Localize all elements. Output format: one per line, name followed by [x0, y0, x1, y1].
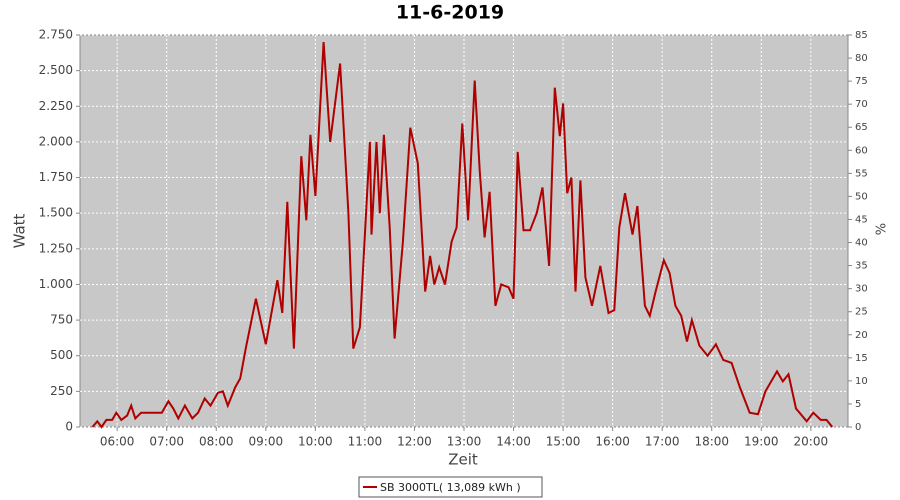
x-tick-label: 07:00 [149, 435, 184, 449]
y2-tick-label: 70 [855, 99, 868, 110]
y2-tick-label: 55 [855, 168, 868, 179]
x-tick-label: 19:00 [744, 435, 779, 449]
y-axis-label: Watt [11, 213, 29, 248]
y-tick-label: 1.750 [39, 170, 73, 184]
y-tick-label: 2.000 [39, 134, 73, 148]
y-tick-label: 500 [50, 348, 73, 362]
y2-tick-label: 20 [855, 330, 868, 341]
x-tick-label: 15:00 [546, 435, 581, 449]
x-tick-label: 12:00 [397, 435, 432, 449]
x-tick-label: 10:00 [298, 435, 333, 449]
y-tick-label: 0 [65, 420, 73, 434]
legend-label: SB 3000TL( 13,089 kWh ) [380, 481, 521, 494]
y2-tick-label: 30 [855, 284, 868, 295]
x-tick-label: 18:00 [694, 435, 729, 449]
y-tick-label: 1.500 [39, 206, 73, 220]
y-tick-label: 2.500 [39, 63, 73, 77]
x-tick-label: 20:00 [794, 435, 829, 449]
y2-tick-label: 15 [855, 353, 868, 364]
x-tick-label: 11:00 [348, 435, 383, 449]
y-tick-label: 750 [50, 313, 73, 327]
y2-axis-label: % [875, 223, 890, 235]
y2-tick-label: 50 [855, 191, 868, 202]
line-series [91, 42, 834, 429]
y2-tick-label: 25 [855, 307, 868, 318]
y2-tick-label: 75 [855, 76, 868, 87]
x-tick-label: 06:00 [100, 435, 135, 449]
x-tick-label: 17:00 [645, 435, 680, 449]
x-tick-label: 09:00 [249, 435, 284, 449]
x-tick-label: 14:00 [496, 435, 531, 449]
x-tick-label: 16:00 [595, 435, 630, 449]
y2-tick-label: 45 [855, 214, 868, 225]
y2-tick-label: 0 [855, 422, 861, 433]
y2-tick-label: 65 [855, 122, 868, 133]
y-tick-label: 250 [50, 384, 73, 398]
y2-tick-label: 35 [855, 261, 868, 272]
y-tick-label: 1.250 [39, 241, 73, 255]
y2-tick-label: 10 [855, 376, 868, 387]
x-axis-label: Zeit [448, 451, 478, 469]
chart-title: 11-6-2019 [396, 2, 504, 24]
legend [358, 476, 543, 498]
y2-tick-label: 85 [855, 30, 868, 41]
y-tick-label: 1.000 [39, 277, 73, 291]
y2-tick-label: 80 [855, 53, 868, 64]
y-tick-label: 2.750 [39, 28, 73, 42]
x-tick-label: 13:00 [447, 435, 482, 449]
y-tick-label: 2.250 [39, 99, 73, 113]
y2-tick-label: 60 [855, 145, 868, 156]
y2-tick-label: 40 [855, 238, 868, 249]
x-tick-label: 08:00 [199, 435, 234, 449]
y2-tick-label: 5 [855, 399, 861, 410]
